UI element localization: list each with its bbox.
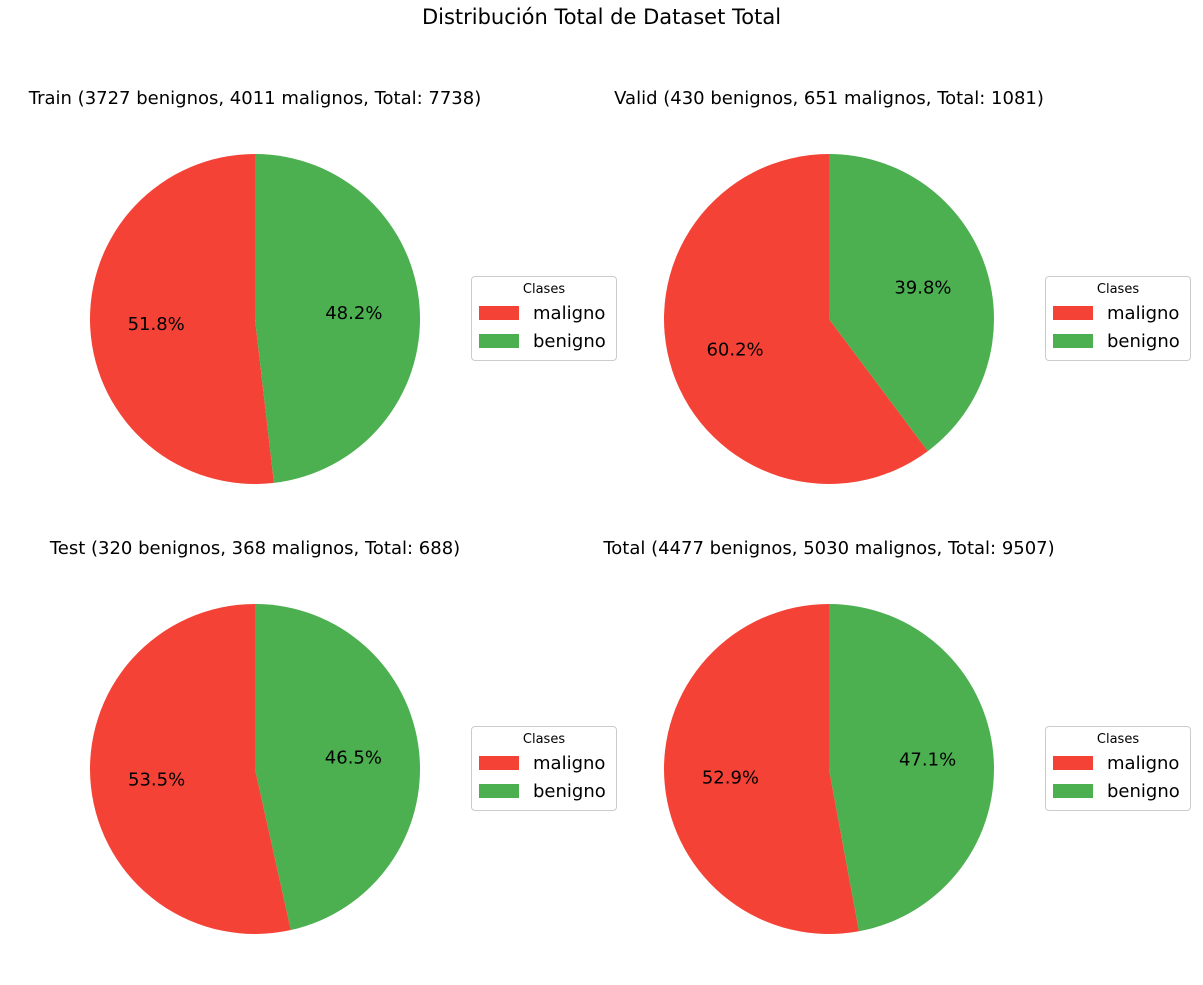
pie-slice-maligno bbox=[664, 154, 928, 484]
legend-label: benigno bbox=[1107, 780, 1180, 802]
pie-slice-maligno bbox=[664, 604, 859, 934]
legend-label: maligno bbox=[533, 302, 606, 324]
legend: Clases maligno benigno bbox=[1045, 726, 1191, 811]
legend-label: maligno bbox=[533, 752, 606, 774]
pie-percent-label: 48.2% bbox=[325, 303, 382, 324]
pie-panel: Valid (430 benignos, 651 malignos, Total… bbox=[574, 85, 1191, 535]
legend-swatch bbox=[1053, 756, 1093, 770]
legend-item: maligno bbox=[479, 751, 616, 775]
pie-percent-label: 47.1% bbox=[899, 749, 956, 770]
pie-chart: 53.5% 46.5% bbox=[89, 604, 420, 934]
legend-title: Clases bbox=[522, 282, 566, 297]
legend-swatch bbox=[1053, 784, 1093, 798]
legend-swatch bbox=[1053, 334, 1093, 348]
pie-title: Train (3727 benignos, 4011 malignos, Tot… bbox=[28, 88, 482, 109]
legend-title: Clases bbox=[1096, 732, 1140, 747]
legend-swatch bbox=[479, 306, 519, 320]
pie-title: Test (320 benignos, 368 malignos, Total:… bbox=[49, 538, 461, 559]
legend: Clases maligno benigno bbox=[1045, 276, 1191, 361]
pie-slice-benigno bbox=[255, 154, 420, 483]
legend-swatch bbox=[479, 334, 519, 348]
legend-item: benigno bbox=[1053, 329, 1190, 353]
legend-item: benigno bbox=[479, 329, 616, 353]
legend-label: maligno bbox=[1107, 752, 1180, 774]
legend-item: maligno bbox=[479, 301, 616, 325]
legend-label: benigno bbox=[533, 780, 606, 802]
pie-slice-benigno bbox=[255, 604, 420, 931]
pie-percent-label: 39.8% bbox=[894, 277, 951, 298]
legend: Clases maligno benigno bbox=[471, 726, 617, 811]
legend: Clases maligno benigno bbox=[471, 276, 617, 361]
pie-percent-label: 53.5% bbox=[128, 769, 185, 790]
pie-chart: 52.9% 47.1% bbox=[664, 604, 995, 934]
legend-label: benigno bbox=[533, 330, 606, 352]
legend-label: benigno bbox=[1107, 330, 1180, 352]
legend-title: Clases bbox=[1096, 282, 1140, 297]
pie-slice-maligno bbox=[89, 154, 274, 484]
legend-item: maligno bbox=[1053, 751, 1190, 775]
figure-title: Distribución Total de Dataset Total bbox=[421, 5, 782, 29]
pie-percent-label: 51.8% bbox=[128, 314, 185, 335]
pie-title: Total (4477 benignos, 5030 malignos, Tot… bbox=[603, 538, 1055, 559]
legend-label: maligno bbox=[1107, 302, 1180, 324]
pie-slice-maligno bbox=[89, 604, 291, 934]
legend-swatch bbox=[479, 784, 519, 798]
pie-title: Valid (430 benignos, 651 malignos, Total… bbox=[614, 88, 1044, 109]
pie-slice-benigno bbox=[829, 604, 995, 932]
legend-swatch bbox=[1053, 306, 1093, 320]
pie-percent-label: 60.2% bbox=[706, 340, 763, 361]
legend-item: maligno bbox=[1053, 301, 1190, 325]
pie-chart: 60.2% 39.8% bbox=[664, 153, 994, 484]
pie-panel: Total (4477 benignos, 5030 malignos, Tot… bbox=[574, 535, 1191, 985]
legend-swatch bbox=[479, 756, 519, 770]
pie-chart: 51.8% 48.2% bbox=[89, 154, 420, 484]
pie-slice-benigno bbox=[829, 153, 994, 452]
pie-percent-label: 46.5% bbox=[325, 748, 382, 769]
pie-panel: Test (320 benignos, 368 malignos, Total:… bbox=[0, 535, 617, 985]
legend-title: Clases bbox=[522, 732, 566, 747]
legend-item: benigno bbox=[1053, 779, 1190, 803]
pie-panel: Train (3727 benignos, 4011 malignos, Tot… bbox=[0, 85, 617, 535]
legend-item: benigno bbox=[479, 779, 616, 803]
pie-percent-label: 52.9% bbox=[702, 768, 759, 789]
